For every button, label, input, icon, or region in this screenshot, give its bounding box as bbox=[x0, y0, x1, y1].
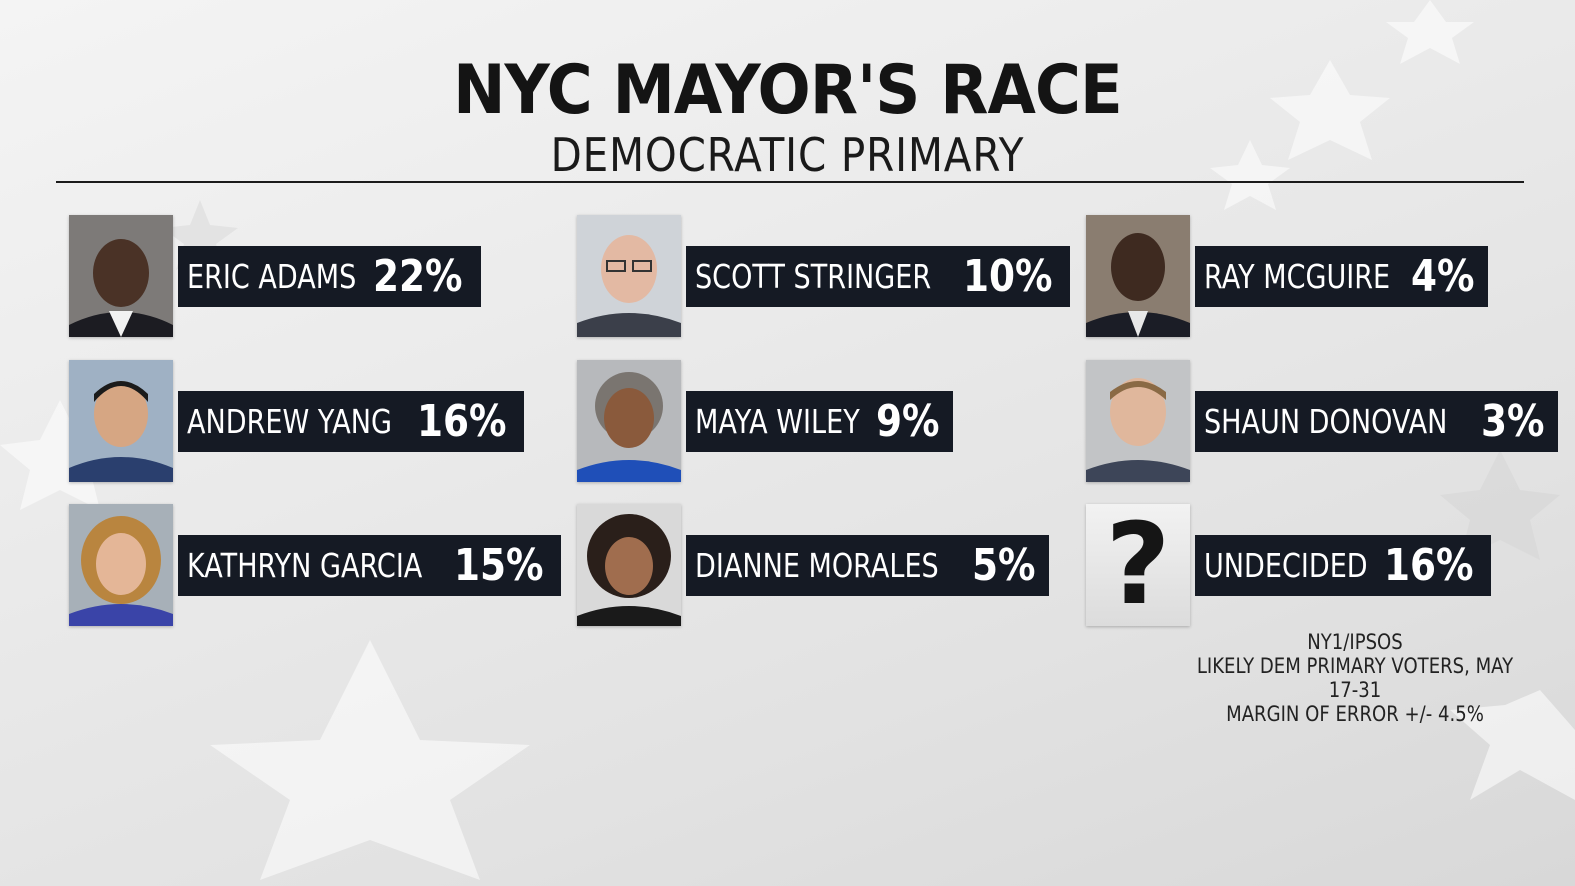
candidate-name: SCOTT STRINGER bbox=[695, 257, 932, 296]
candidate-percent: 10% bbox=[963, 251, 1053, 302]
candidate-label: DIANNE MORALES 5% bbox=[686, 535, 1049, 596]
candidate-name: MAYA WILEY bbox=[695, 402, 860, 441]
candidate-label: MAYA WILEY 9% bbox=[686, 391, 953, 452]
candidate-card-donovan: SHAUN DONOVAN 3% bbox=[1086, 360, 1558, 484]
candidate-label: ANDREW YANG 16% bbox=[178, 391, 525, 452]
candidate-photo bbox=[1086, 360, 1190, 482]
candidate-card-garcia: KATHRYN GARCIA 15% bbox=[69, 504, 562, 628]
candidate-name: ANDREW YANG bbox=[187, 402, 392, 441]
candidate-percent: 3% bbox=[1480, 396, 1545, 447]
candidate-percent: 22% bbox=[373, 251, 463, 302]
candidate-percent: 5% bbox=[972, 540, 1036, 591]
candidate-card-undecided: ? UNDECIDED 16% bbox=[1086, 504, 1546, 628]
source-line: MARGIN OF ERROR +/- 4.5% bbox=[1226, 702, 1484, 726]
candidate-name: DIANNE MORALES bbox=[695, 546, 939, 585]
source-line: NY1/IPSOS bbox=[1307, 630, 1403, 654]
candidate-percent: 15% bbox=[453, 540, 544, 591]
candidate-card-mcguire: RAY MCGUIRE 4% bbox=[1086, 215, 1546, 339]
question-mark-icon: ? bbox=[1086, 504, 1190, 626]
candidate-label: ERIC ADAMS 22% bbox=[178, 246, 481, 307]
candidate-photo bbox=[577, 215, 681, 337]
candidate-percent: 4% bbox=[1411, 251, 1475, 302]
candidate-name: RAY MCGUIRE bbox=[1204, 257, 1391, 296]
candidate-name: ERIC ADAMS bbox=[187, 257, 357, 296]
candidate-percent: 16% bbox=[417, 396, 507, 447]
candidate-card-wiley: MAYA WILEY 9% bbox=[577, 360, 1037, 484]
candidate-label: SHAUN DONOVAN 3% bbox=[1195, 391, 1558, 452]
candidate-label: UNDECIDED 16% bbox=[1195, 535, 1491, 596]
candidate-percent: 16% bbox=[1383, 540, 1474, 591]
candidate-label: SCOTT STRINGER 10% bbox=[686, 246, 1071, 307]
source-note: NY1/IPSOS LIKELY DEM PRIMARY VOTERS, MAY… bbox=[1160, 630, 1550, 726]
candidate-percent: 9% bbox=[875, 396, 940, 447]
header: NYC MAYOR'S RACE DEMOCRATIC PRIMARY bbox=[0, 51, 1575, 182]
candidate-name: SHAUN DONOVAN bbox=[1204, 402, 1448, 441]
candidate-photo bbox=[1086, 215, 1190, 337]
candidate-label: KATHRYN GARCIA 15% bbox=[178, 535, 562, 596]
candidate-label: RAY MCGUIRE 4% bbox=[1195, 246, 1488, 307]
candidate-photo bbox=[577, 360, 681, 482]
candidate-card-stringer: SCOTT STRINGER 10% bbox=[577, 215, 1071, 339]
candidate-name: KATHRYN GARCIA bbox=[187, 546, 423, 585]
source-line: LIKELY DEM PRIMARY VOTERS, MAY 17-31 bbox=[1196, 654, 1514, 702]
candidate-card-yang: ANDREW YANG 16% bbox=[69, 360, 529, 484]
candidate-photo bbox=[69, 360, 173, 482]
candidate-photo bbox=[69, 215, 173, 337]
title-divider bbox=[56, 181, 1524, 183]
candidate-photo bbox=[577, 504, 681, 626]
candidate-card-morales: DIANNE MORALES 5% bbox=[577, 504, 1049, 628]
page-subtitle: DEMOCRATIC PRIMARY bbox=[550, 128, 1025, 182]
candidate-photo bbox=[69, 504, 173, 626]
page-title: NYC MAYOR'S RACE bbox=[453, 51, 1123, 130]
candidate-card-adams: ERIC ADAMS 22% bbox=[69, 215, 529, 339]
candidate-name: UNDECIDED bbox=[1204, 546, 1368, 585]
